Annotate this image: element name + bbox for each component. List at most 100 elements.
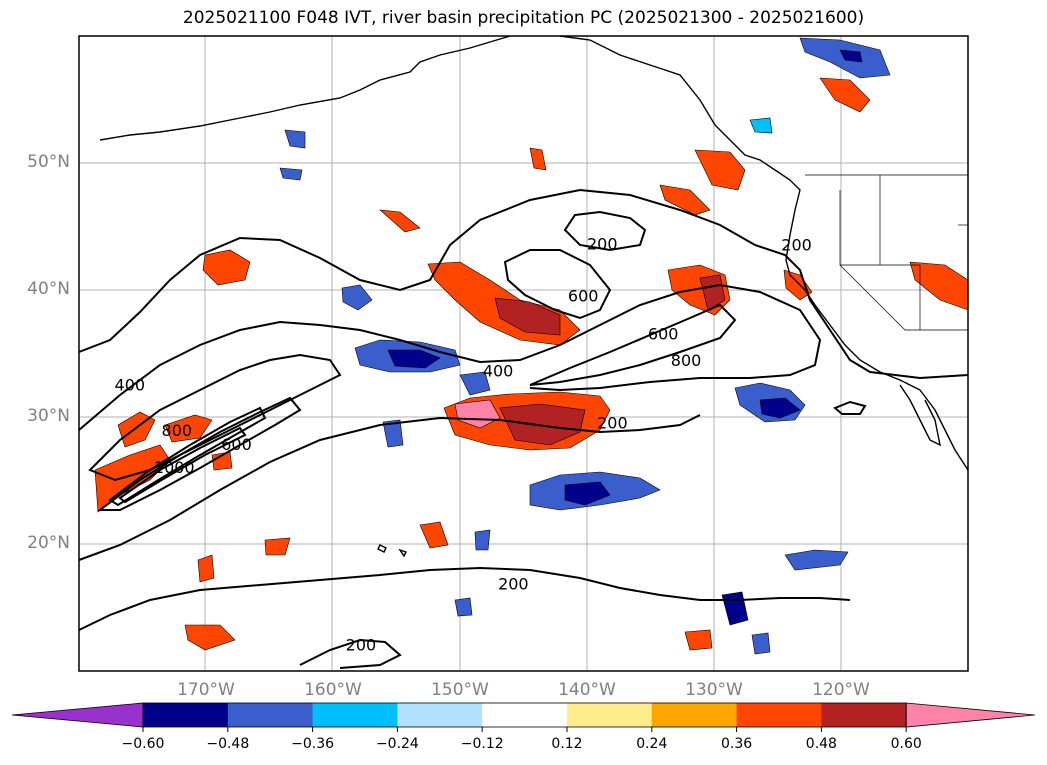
hawaii-islands <box>377 544 407 558</box>
ivt-contour-200-bottom <box>299 638 402 669</box>
precip-positive-area <box>499 403 586 446</box>
contour-label: 600 <box>221 435 252 454</box>
baja-coastline <box>899 384 941 447</box>
contour-labels: 200 200 600 600 800 400 400 200 800 1000 600 200 200 <box>115 234 812 655</box>
colorbar-tick-label: 0.60 <box>890 736 922 752</box>
contour-label: 800 <box>671 351 702 370</box>
precip-negative-area <box>839 49 863 63</box>
lat-label: 50°N <box>27 152 70 172</box>
lon-label: 170°W <box>177 680 235 700</box>
alaska-panhandle-coastline <box>559 35 969 471</box>
precip-negative-area <box>459 371 491 396</box>
precip-positive-area <box>379 209 421 233</box>
precip-negative-area <box>721 591 749 626</box>
colorbar-swatch <box>312 703 398 727</box>
colorbar-swatch <box>821 703 907 727</box>
ivt-contour-600-east <box>529 303 737 386</box>
contour-label: 600 <box>648 324 679 343</box>
colorbar-tick-label: 0.48 <box>805 736 837 752</box>
colorbar <box>11 702 1036 732</box>
contour-label: 200 <box>781 236 812 255</box>
ivt-contour-1000-west <box>118 426 247 504</box>
precip-negative-area <box>279 167 303 181</box>
colorbar-tick-label: 0.24 <box>636 736 668 752</box>
precip-negative-area <box>759 397 801 419</box>
precip-negative-area <box>564 481 611 506</box>
ivt-contour-400-west <box>88 353 342 482</box>
precip-negative-area <box>387 349 441 369</box>
colorbar-tick-label: −0.36 <box>291 736 335 752</box>
colorbar-swatch <box>143 703 229 727</box>
ivt-contour-400-main <box>78 283 822 431</box>
map-title: 2025021100 F048 IVT, river basin precipi… <box>182 8 865 28</box>
colorbar-tick-label: −0.12 <box>460 736 504 752</box>
map-frame <box>78 35 969 672</box>
precipitation-pc-shading <box>94 37 969 655</box>
ivt-contour-600-north <box>503 249 612 320</box>
colorbar-extend-max <box>905 702 1036 728</box>
colorbar-swatch <box>567 703 653 727</box>
precip-positive-area <box>684 629 713 651</box>
precip-negative-area <box>784 549 849 571</box>
colorbar-swatch <box>736 703 822 727</box>
contour-label: 400 <box>483 361 514 380</box>
ivt-contour-800-west <box>108 406 267 507</box>
precip-positive-area <box>264 537 291 556</box>
lon-label: 160°W <box>304 680 362 700</box>
ivt-contour-200-south <box>78 414 701 561</box>
contour-label: 400 <box>115 375 146 394</box>
contour-label: 200 <box>587 234 618 253</box>
precip-positive-area <box>819 77 871 113</box>
precip-positive-area <box>694 149 746 191</box>
precip-negative-area <box>454 597 473 617</box>
colorbar-outline <box>142 702 907 728</box>
lon-label: 120°W <box>812 680 870 700</box>
colorbar-swatch <box>482 703 568 727</box>
colorbar-tick-label: 0.36 <box>721 736 753 752</box>
ivt-contour-200 <box>78 188 969 380</box>
precip-negative-area <box>284 129 306 149</box>
lon-label: 140°W <box>558 680 616 700</box>
precip-negative-area <box>341 284 373 311</box>
lon-label: 130°W <box>685 680 743 700</box>
alaska-coastline <box>99 35 511 141</box>
colorbar-swatch <box>397 703 483 727</box>
contour-label: 800 <box>162 421 193 440</box>
coastlines <box>99 35 969 558</box>
colorbar-tick-label: 0.12 <box>551 736 583 752</box>
colorbar-swatch <box>651 703 738 727</box>
ivt-contour-200-inner <box>563 210 647 252</box>
precip-positive-area <box>783 269 813 301</box>
colorbar-tick-label: −0.48 <box>206 736 250 752</box>
precip-positive-area <box>454 399 501 429</box>
ivt-contour-200-far-south <box>78 566 851 631</box>
precip-positive-area <box>184 624 236 651</box>
colorbar-tick-label: −0.24 <box>375 736 419 752</box>
ivt-contours <box>78 188 969 669</box>
precip-positive-area <box>909 261 969 311</box>
precip-negative-area <box>382 419 404 448</box>
colorbar-swatch <box>227 703 314 727</box>
lat-label: 40°N <box>27 279 70 299</box>
precip-negative-area <box>474 529 491 551</box>
contour-label: 200 <box>597 413 628 432</box>
colorbar-tick-label: −0.60 <box>121 736 165 752</box>
precip-positive-area <box>699 274 726 311</box>
precip-positive-area <box>659 184 711 216</box>
ivt-contour-200-small <box>833 400 867 415</box>
contour-label: 200 <box>498 575 529 594</box>
colorbar-extend-min <box>11 702 144 728</box>
precip-positive-area <box>494 297 561 336</box>
precip-positive-area <box>197 554 215 583</box>
ivt-contour-600-west <box>97 396 302 511</box>
precip-positive-area <box>202 249 251 286</box>
precip-positive-area <box>529 147 547 171</box>
contour-label: 200 <box>346 636 377 655</box>
precip-negative-area <box>751 632 771 655</box>
precip-positive-area <box>211 451 233 471</box>
lon-label: 150°W <box>431 680 489 700</box>
lat-label: 20°N <box>27 533 70 553</box>
contour-label: 1000 <box>154 458 195 477</box>
precip-negative-area <box>749 117 773 134</box>
